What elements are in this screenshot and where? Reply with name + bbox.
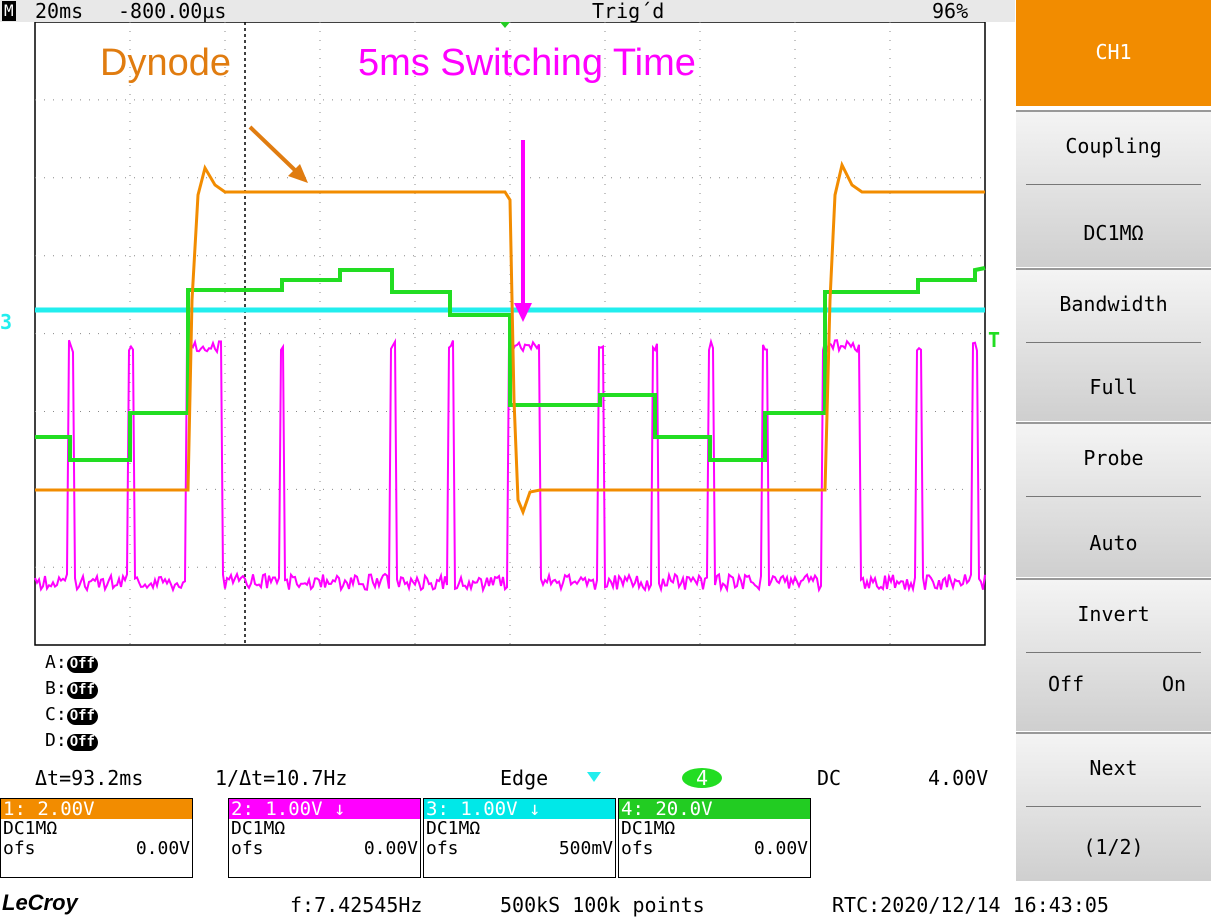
- offset-value: 500mV: [558, 838, 613, 859]
- offset-label: ofs: [426, 838, 459, 859]
- delay: -800.00µs: [118, 0, 227, 23]
- divider: [1026, 652, 1201, 653]
- button-label: Bandwidth: [1059, 292, 1168, 316]
- channel-offset-row: ofs 0.00V: [229, 839, 420, 859]
- trigger-marker: T: [988, 328, 1001, 352]
- channel-box: 1: 2.00V DC1MΩ ofs 0.00V: [0, 798, 193, 878]
- divider: [1026, 184, 1201, 185]
- trigger-source: 4: [696, 766, 709, 790]
- channel-coupling: DC1MΩ: [231, 818, 286, 839]
- ch3-marker: 3: [0, 310, 13, 334]
- source-badge: [682, 768, 722, 788]
- math-row: C: Off: [45, 704, 98, 725]
- offset-value: 0.00V: [135, 838, 190, 859]
- channel-offset-row: ofs 500mV: [424, 839, 615, 859]
- button-label: Probe: [1083, 446, 1144, 470]
- trace-ch1: [35, 160, 985, 517]
- frequency: f:7.42545Hz: [290, 893, 423, 917]
- button-label: Next: [1089, 756, 1138, 780]
- arrow-dynode: [248, 125, 302, 177]
- option: Off: [1048, 672, 1085, 696]
- channel-box: 2: 1.00V ↓ DC1MΩ ofs 0.00V: [228, 798, 421, 878]
- math-row: A: Off: [45, 652, 98, 673]
- divider: [1026, 806, 1201, 807]
- battery: 96%: [932, 0, 969, 23]
- offset-label: ofs: [231, 838, 264, 859]
- timebase: 20ms: [35, 0, 84, 23]
- button-label: Invert: [1077, 602, 1150, 626]
- math-state: Off: [66, 656, 98, 673]
- arrow-head: [288, 164, 308, 183]
- channel-offset-row: ofs 0.00V: [619, 839, 810, 859]
- math-state: Off: [66, 682, 98, 699]
- math-label: D:: [45, 730, 67, 751]
- offset-value: 0.00V: [363, 838, 418, 859]
- channel-coupling: DC1MΩ: [426, 818, 481, 839]
- math-state: Off: [66, 708, 98, 725]
- button-label: Coupling: [1065, 134, 1162, 158]
- trigger-type: Edge: [500, 766, 549, 790]
- rtc: RTC:2020/12/14 16:43:05: [832, 893, 1109, 917]
- sampling: 500kS 100k points: [500, 893, 705, 917]
- math-row: B: Off: [45, 678, 98, 699]
- mode-icon: M: [2, 1, 16, 21]
- math-label: C:: [45, 704, 67, 725]
- menu-button[interactable]: Next (1/2): [1016, 732, 1211, 881]
- channel-offset-row: ofs 0.00V: [1, 839, 192, 859]
- channel-scale: 1: 2.00V: [1, 799, 192, 819]
- channel-box: 4: 20.0V DC1MΩ ofs 0.00V: [618, 798, 811, 878]
- trigger-status: Trig´d: [592, 0, 665, 23]
- menu-button[interactable]: Bandwidth Full: [1016, 268, 1211, 421]
- math-row: D: Off: [45, 730, 98, 751]
- trigger-level: 4.00V: [928, 766, 989, 790]
- panel-title-bg: [1016, 0, 1211, 106]
- divider: [1026, 496, 1201, 497]
- annotation: 5ms Switching Time: [358, 42, 696, 84]
- inverse-delta-t: 1/Δt=10.7Hz: [215, 766, 348, 790]
- status-bar: [0, 0, 1015, 22]
- button-value: Full: [1089, 375, 1138, 399]
- arrow-head: [514, 303, 532, 322]
- brand: LeCroy: [2, 890, 78, 915]
- offset-label: ofs: [621, 838, 654, 859]
- channel-scale: 3: 1.00V ↓: [424, 799, 615, 819]
- trigger-coupling: DC: [817, 766, 842, 790]
- delta-t: Δt=93.2ms: [35, 766, 144, 790]
- option: On: [1162, 672, 1187, 696]
- menu-button[interactable]: Coupling DC1MΩ: [1016, 110, 1211, 267]
- offset-label: ofs: [3, 838, 36, 859]
- button-value: DC1MΩ: [1083, 221, 1144, 245]
- offset-value: 0.00V: [753, 838, 808, 859]
- channel-scale: 2: 1.00V ↓: [229, 799, 420, 819]
- menu-button[interactable]: Probe Auto: [1016, 422, 1211, 577]
- menu-button[interactable]: Invert Off On: [1016, 578, 1211, 731]
- trace-ch4: [35, 266, 986, 462]
- annotation: Dynode: [100, 42, 231, 84]
- channel-coupling: DC1MΩ: [621, 818, 676, 839]
- channel-box: 3: 1.00V ↓ DC1MΩ ofs 500mV: [423, 798, 616, 878]
- math-label: A:: [45, 652, 67, 673]
- edge-icon: [587, 772, 601, 782]
- trigger-position: [500, 22, 510, 28]
- math-state: Off: [66, 734, 98, 751]
- panel-title: CH1: [1095, 40, 1132, 64]
- button-value: Auto: [1089, 531, 1138, 555]
- channel-coupling: DC1MΩ: [3, 818, 58, 839]
- math-label: B:: [45, 678, 67, 699]
- channel-scale: 4: 20.0V: [619, 799, 810, 819]
- button-value: (1/2): [1083, 835, 1144, 859]
- divider: [1026, 342, 1201, 343]
